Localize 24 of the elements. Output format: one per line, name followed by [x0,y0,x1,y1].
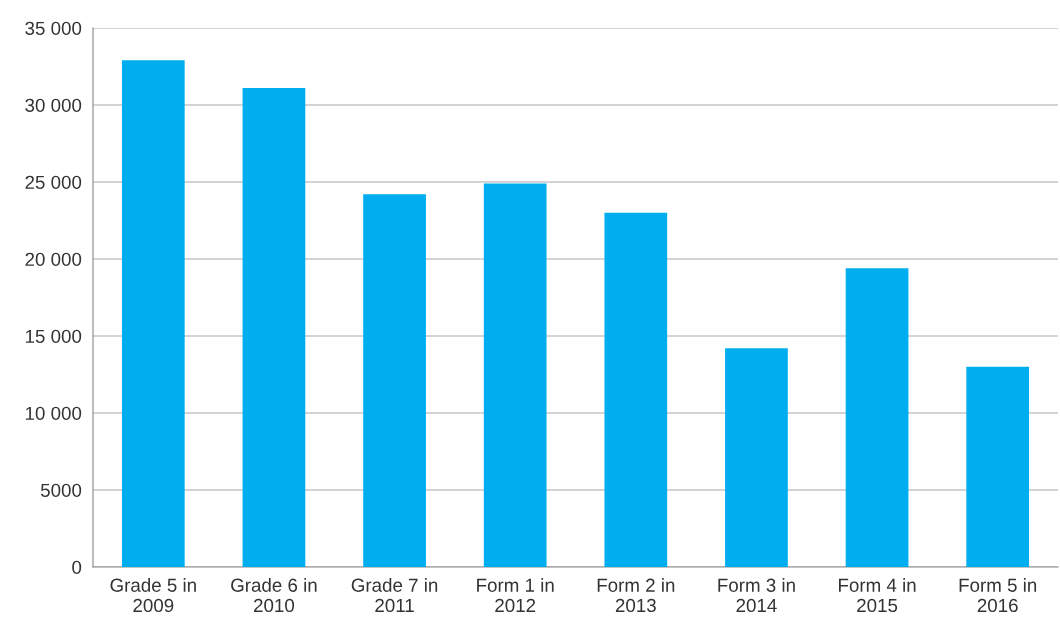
y-tick-label: 5000 [40,483,82,497]
bar [363,194,426,567]
x-tick-label: Form 5 in 2016 [959,578,1037,613]
x-tick-label: Form 2 in 2013 [597,578,675,613]
y-tick-label: 15 000 [25,329,82,343]
x-tick-label: Form 1 in 2012 [477,578,554,613]
x-tick-label: Form 4 in 2015 [839,578,916,613]
bar [483,183,547,567]
bar [604,212,668,567]
x-tick-label: Form 3 in 2014 [718,578,795,613]
x-tick-label: Grade 6 in 2010 [231,578,317,613]
bar [845,268,909,567]
y-tick-label: 30 000 [25,98,82,112]
bar [966,366,1030,567]
bar [121,60,185,567]
y-tick-label: 25 000 [25,175,82,189]
y-tick-label: 35 000 [25,21,82,35]
y-tick-label: 20 000 [25,252,82,266]
y-tick-label: 0 [72,560,82,574]
y-tick-label: 10 000 [25,406,82,420]
x-tick-label: Grade 5 in 2009 [110,578,196,613]
bar [725,348,788,567]
x-tick-label: Grade 7 in 2011 [351,578,438,613]
bar [242,88,306,567]
